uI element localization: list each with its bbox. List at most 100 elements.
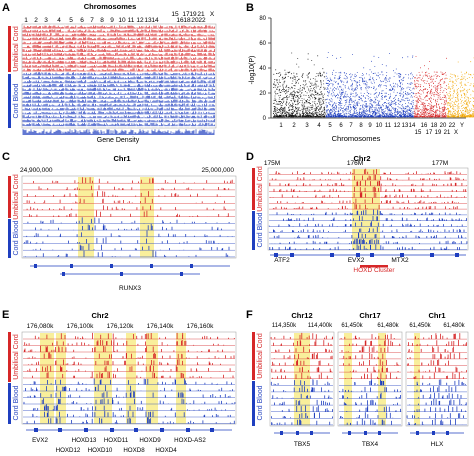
panel-f-tick-label: 61,450k: [341, 323, 363, 329]
panel-d-signal: [277, 198, 459, 204]
panel-e-gene-label: HOXD13: [72, 437, 97, 444]
panel-d-tracks: [268, 168, 468, 251]
panel-c-exon: [180, 272, 183, 276]
panel-b-chrom-points: [463, 61, 472, 118]
panel-f-tick-label: 61,480k: [377, 323, 399, 329]
panel-c-exon: [110, 264, 113, 268]
panel-e-highlight: [94, 333, 112, 424]
panel-e-signal: [32, 404, 226, 411]
panel-f-signal: [414, 333, 461, 340]
panel-e-tick-label: 176,080k: [27, 323, 54, 330]
panel-e-chrom: Chr2: [91, 311, 108, 320]
panel-f-chrom: Chr1: [428, 311, 445, 320]
panel-c-cordblood-label: Cord Blood: [13, 220, 20, 255]
panel-e-gene-labels-row1: EVX2 HOXD13 HOXD11 HOXD9 HOXD-AS2: [32, 437, 206, 444]
panel-a-tracks: [22, 24, 215, 128]
panel-e-signal: [23, 345, 225, 352]
panel-f-signal: [342, 405, 402, 412]
panel-d-gene-atf2: ATF2: [274, 257, 290, 264]
panel-a-title: Chromosomes: [84, 2, 137, 11]
panel-b-chrom-points: [377, 57, 388, 118]
panel-f-signal: [408, 346, 468, 353]
panel-b-y-tick-label: 60: [259, 41, 266, 47]
panel-c-exon: [62, 272, 65, 276]
panel-a-density-signal: [22, 129, 215, 135]
panel-f-signal: [345, 372, 398, 379]
panel-e-tick-label: 176,140k: [147, 323, 174, 330]
panel-f-signal: [271, 412, 333, 419]
panel-e-signal: [23, 371, 234, 378]
panel-b-x-tick-label: 10: [376, 123, 383, 129]
panel-a-gene-density-label: Gene Density: [97, 137, 140, 144]
panel-d-signal: [272, 203, 458, 210]
panel-b-chrom-points: [301, 53, 314, 118]
panel-d-signal: [273, 232, 466, 239]
panel-b-chrom-points: [413, 56, 422, 118]
panel-f-signal: [408, 418, 463, 425]
panel-f-signal: [341, 346, 389, 353]
panel-d-exon: [356, 253, 360, 257]
panel-f-signal: [417, 392, 462, 399]
panel-f-signal: [346, 418, 392, 425]
panel-b-chrom-points: [358, 67, 368, 118]
panel-d-signal: [275, 168, 461, 175]
panel-b-chrom-points: [337, 57, 348, 118]
panel-b-x-tick-label: 14: [409, 123, 416, 129]
panel-a-letter: A: [2, 2, 10, 14]
panel-f-tick-label: 114,400k: [308, 323, 333, 329]
panel-b-x-tick-label: 17: [426, 130, 433, 136]
panel-c-end: 25,000,000: [201, 167, 234, 174]
panel-b-x-tick-label: 4: [317, 123, 321, 129]
panel-b-y-tick-label: 40: [259, 66, 266, 72]
panel-d-gene-mtx2: MTX2: [391, 257, 409, 264]
panel-a-chrom-label: 19: [189, 11, 197, 18]
panel-d-exon: [330, 253, 334, 257]
panel-e-gene-label: HOXD12: [56, 447, 81, 454]
panel-e-signal: [26, 417, 235, 424]
panel-f-highlight: [378, 333, 386, 426]
panel-a-chrom-label: 22: [198, 17, 206, 24]
panel-f-tracks: [269, 331, 469, 427]
panel-f-exon: [296, 431, 299, 435]
panel-f-signal: [344, 339, 401, 346]
panel-e-exon: [186, 428, 190, 432]
panel-b-chrom-points: [456, 61, 460, 118]
panel-d-signal: [283, 215, 467, 221]
panel-e-signal: [27, 352, 235, 359]
panel-e-umbilical-bar: [8, 332, 11, 382]
panel-a-chrom-label: 8: [100, 17, 104, 24]
panel-a-umbilical-bar: [8, 26, 11, 72]
panel-b-chrom-points: [406, 55, 414, 118]
panel-b-chrom-points: [428, 61, 435, 118]
panel-f-exon: [432, 431, 435, 435]
panel-d-exon: [274, 253, 278, 257]
panel-c-frame: [21, 175, 237, 259]
panel-e-umbilical-label: Umbilical Cord: [13, 334, 20, 380]
panel-f-signal: [416, 379, 466, 386]
panel-b-x-ticks-row2: 15 17 19 21 X: [415, 130, 458, 136]
panel-b-x-tick-label: 18: [431, 123, 438, 129]
panel-c-umbilical-bar: [8, 176, 11, 218]
panel-c-chrom: Chr1: [113, 154, 130, 163]
panel-f-signal: [338, 386, 401, 392]
panel-c-signal: [29, 210, 229, 217]
panel-a-chrom-label: 16: [176, 17, 184, 24]
panel-e-signal: [34, 332, 235, 339]
panel-f-signal: [340, 333, 395, 340]
panel-b-chrom-points: [451, 74, 457, 118]
panel-f-signal: [406, 359, 449, 366]
panel-e-gene-label: HOXD10: [88, 447, 113, 454]
panel-f-signal: [274, 399, 330, 406]
panel-b-x-ticks-row1: 1 2 3 4 5 6 7 8 9 10 11 12 13 14 16 18 20 22 Y: [279, 123, 464, 129]
panel-e-exon: [84, 428, 88, 432]
panel-f-signal: [406, 413, 466, 419]
panel-e-gene-label: EVX2: [32, 437, 48, 444]
panel-d-gene-track: [270, 253, 466, 268]
panel-d-exon: [290, 253, 294, 257]
panel-f-signal: [271, 419, 331, 425]
panel-d-signal: [271, 238, 468, 244]
panel-b-x-tick-label: Y: [460, 123, 464, 129]
